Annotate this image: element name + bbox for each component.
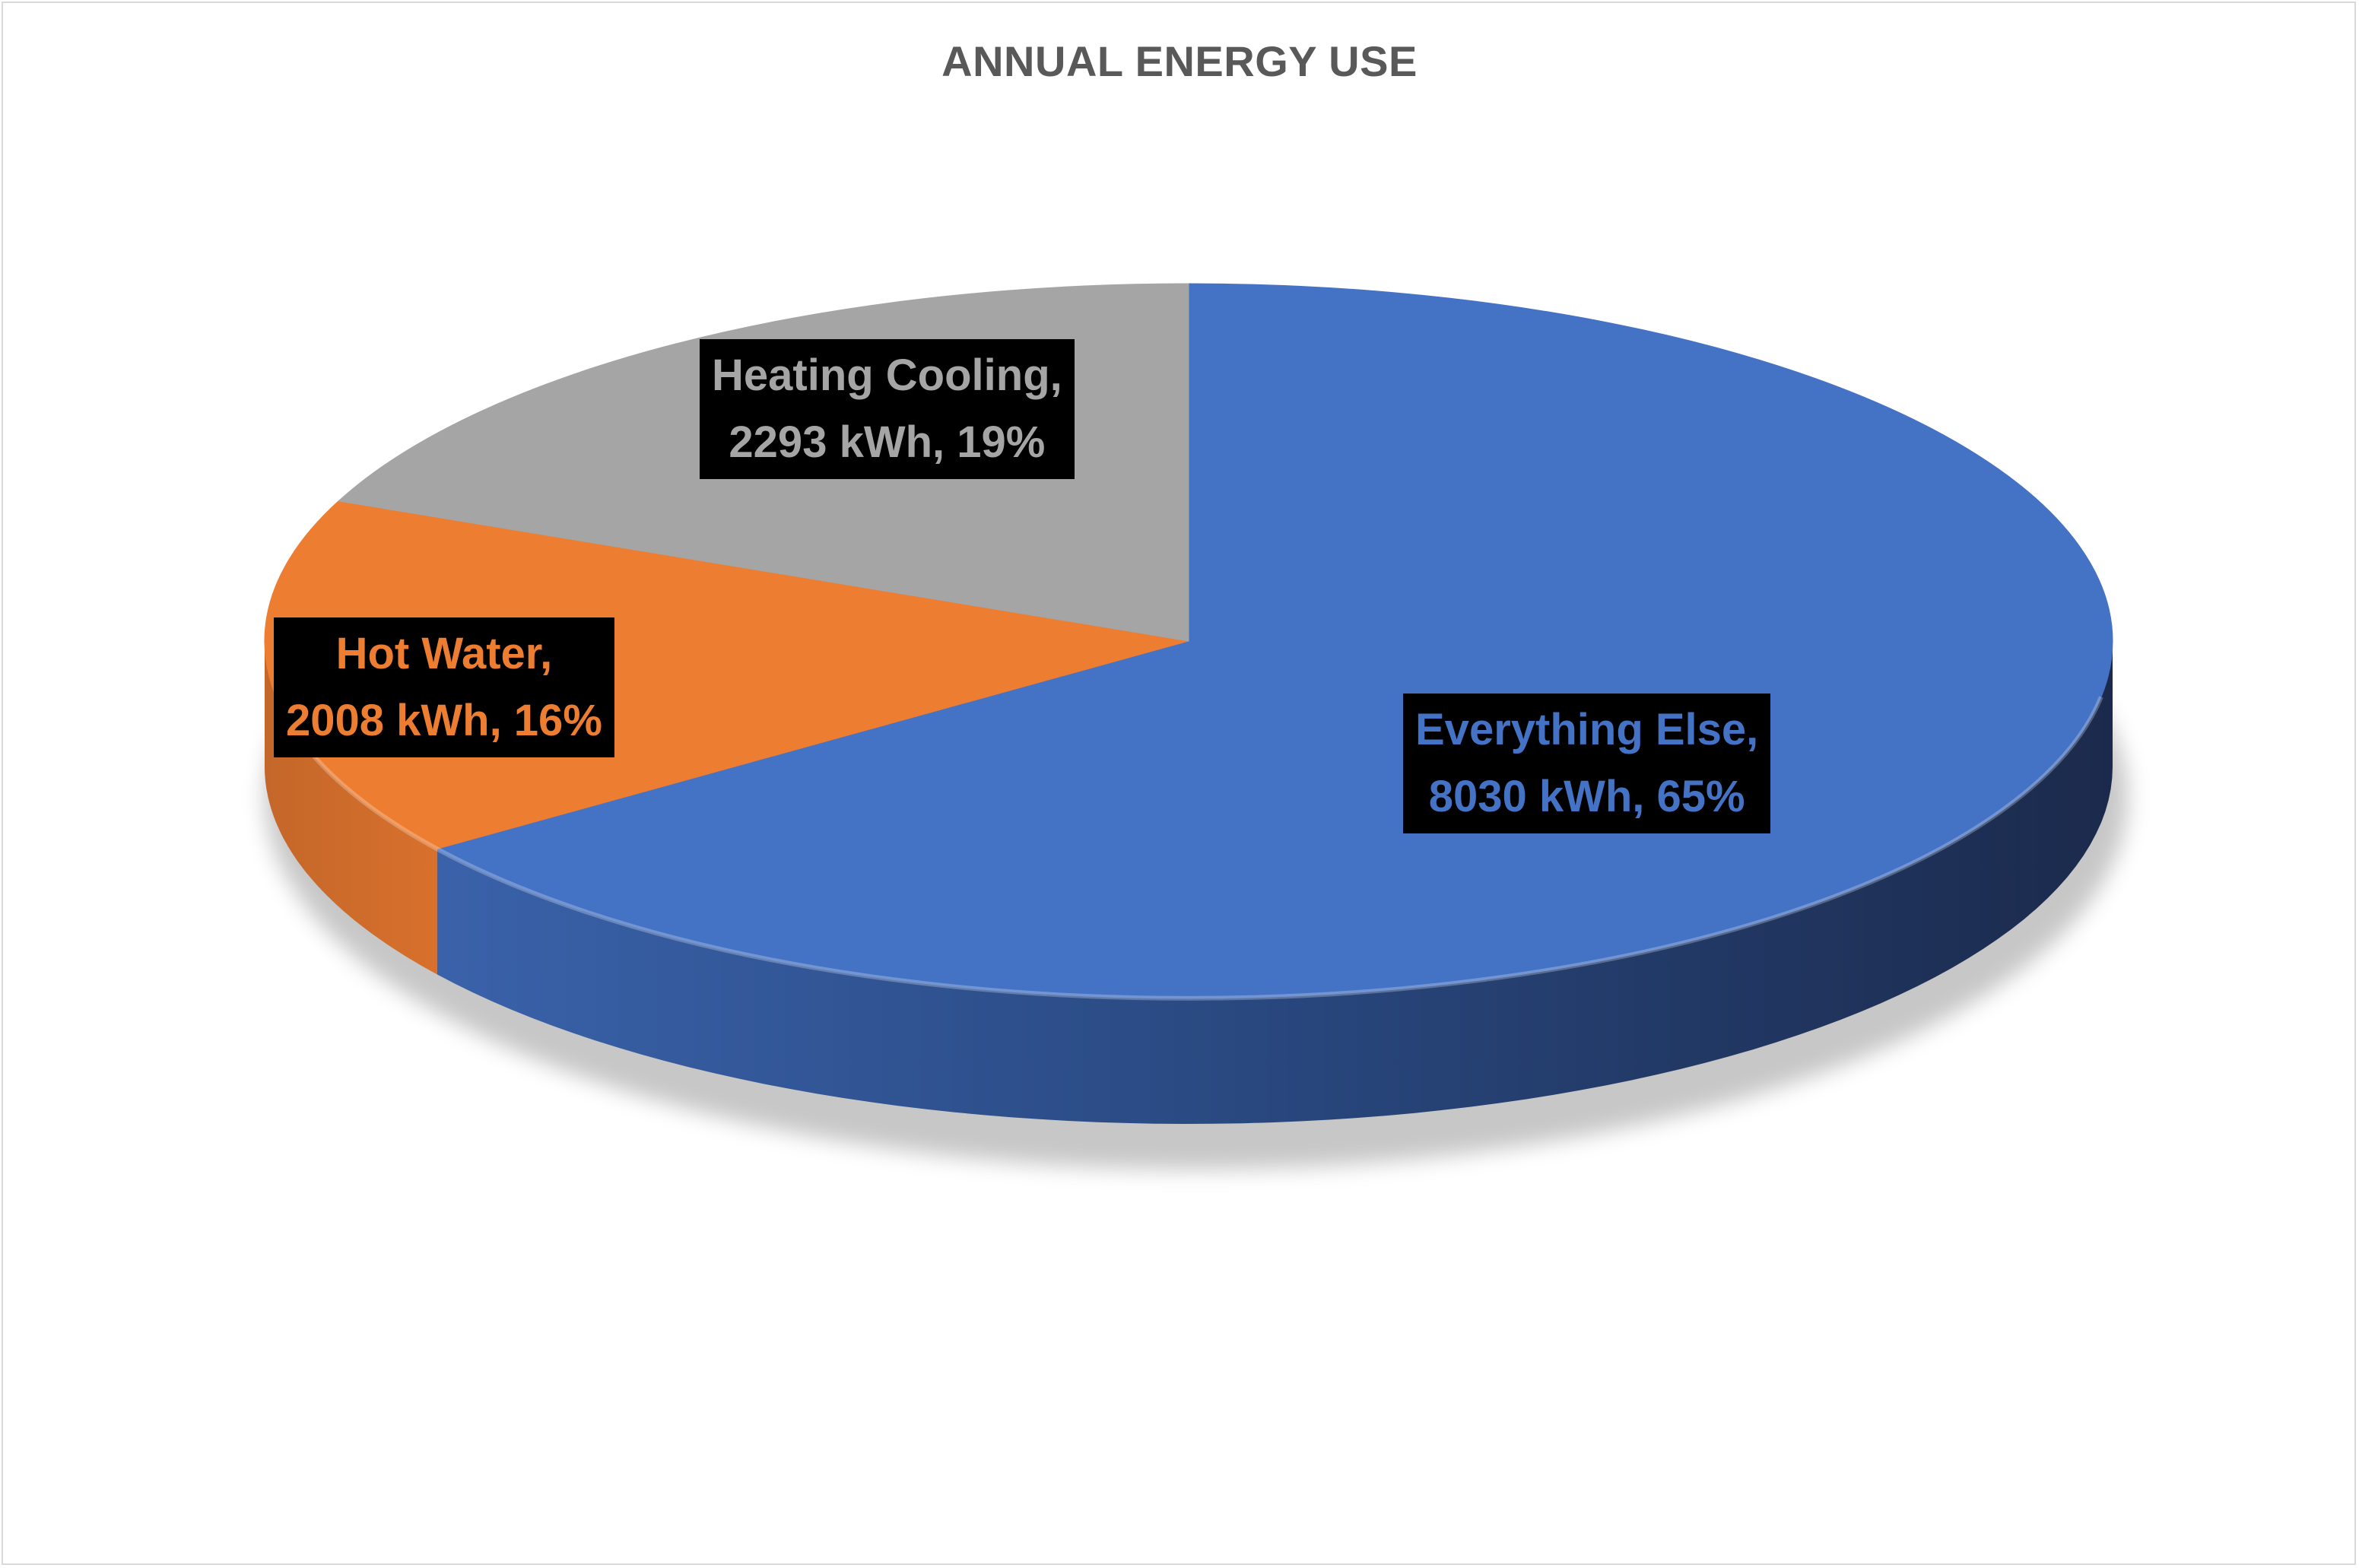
pie-rim-highlight: [274, 696, 2103, 1001]
data-label-line2: 2293 kWh, 19%: [729, 417, 1046, 467]
data-label-line2: 8030 kWh, 65%: [1428, 772, 1745, 821]
data-label-line1: Everything Else,: [1415, 705, 1759, 754]
pie-side-everything-else: [437, 641, 2113, 1124]
data-label-line1: Heating Cooling,: [712, 351, 1062, 400]
data-label-line1: Hot Water,: [335, 629, 553, 678]
data-label-line2: 2008 kWh, 16%: [286, 696, 602, 745]
chart-title: ANNUAL ENERGY USE: [941, 37, 1418, 85]
data-label-everything-else: Everything Else, 8030 kWh, 65%: [1403, 694, 1771, 833]
data-label-heating-cooling: Heating Cooling, 2293 kWh, 19%: [700, 339, 1075, 479]
data-label-hot-water: Hot Water, 2008 kWh, 16%: [274, 617, 614, 757]
pie-slice-hot-water[interactable]: [264, 500, 1189, 849]
pie-side-hot-water: [265, 641, 437, 975]
